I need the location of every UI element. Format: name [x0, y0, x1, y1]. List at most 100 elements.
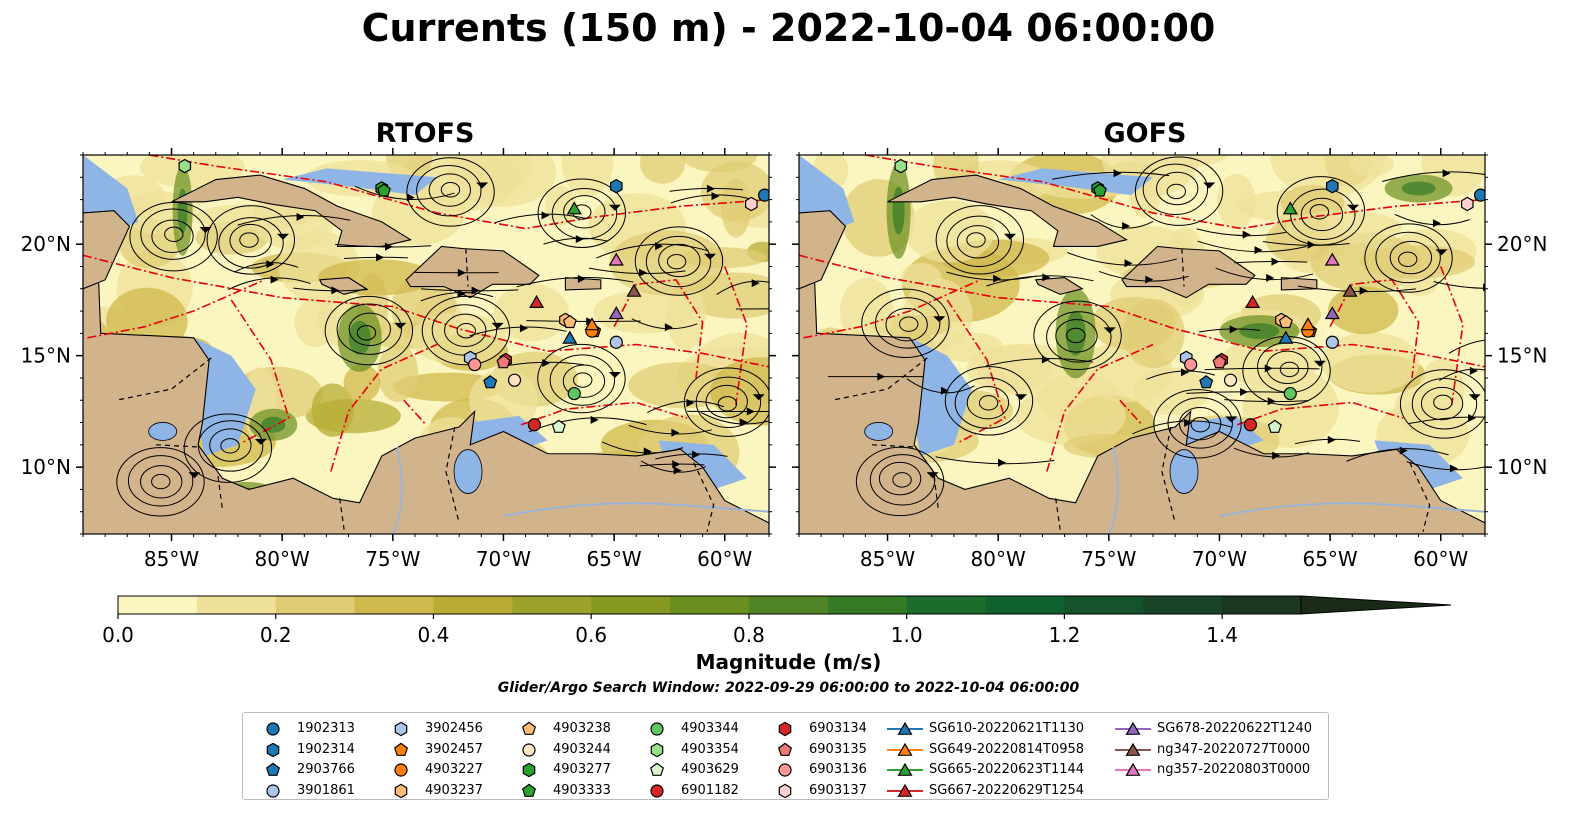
streamline: [573, 372, 593, 388]
legend-label: SG610-20220621T1130: [929, 721, 1085, 736]
country-border: [1409, 462, 1431, 532]
streamline: [1046, 311, 1112, 363]
platform-marker-4903244: [507, 373, 522, 387]
streamline-arrow: [672, 460, 681, 469]
colorbar-bin: [1064, 596, 1144, 614]
streamline: [1166, 183, 1186, 200]
current-blob: [1348, 155, 1394, 177]
map-panel-rtofs: 85°W 80°W 75°W 70°W 65°W 60°W 20°N 15°N 10°N: [21, 148, 776, 571]
streamline: [1233, 447, 1310, 458]
streamline-arrow: [1469, 366, 1478, 375]
streamline: [1146, 370, 1216, 380]
legend-marker: [521, 721, 537, 735]
platform-marker-3901861: [609, 335, 623, 349]
colorbar-bin: [118, 596, 198, 614]
current-blob: [561, 155, 614, 197]
streamline: [683, 367, 769, 437]
legend-label: 2903766: [297, 762, 355, 777]
colorbar-bin: [354, 596, 434, 614]
platform-marker-1902314: [1325, 178, 1339, 194]
legend-marker: [521, 783, 537, 797]
streamline: [874, 297, 941, 349]
platform-marker-SG667-20220629T1254: [529, 294, 545, 308]
streamline: [209, 428, 252, 462]
colorbar-tick-label: 0.6: [575, 623, 607, 647]
platform-marker-4903333: [1092, 183, 1107, 197]
streamline: [140, 208, 206, 260]
streamline: [1204, 367, 1320, 371]
current-blob: [1327, 286, 1399, 335]
streamline: [658, 243, 701, 278]
panel-title-rtofs: RTOFS: [375, 118, 475, 149]
streamline-arrow: [1483, 283, 1485, 292]
current-blob: [195, 203, 314, 230]
streamline: [206, 205, 296, 275]
current-blob: [343, 364, 381, 402]
legend-marker: [777, 742, 793, 756]
legend-marker: [522, 742, 536, 757]
colorbar-tick-label: 1.2: [1048, 623, 1080, 647]
streamline-arrow: [1468, 394, 1481, 401]
streamline-arrow: [1449, 464, 1458, 473]
streamline: [1033, 300, 1122, 371]
streamline: [543, 237, 608, 245]
platform-marker-6903137: [1460, 196, 1474, 212]
colorbar-tick-label: 0.8: [733, 623, 765, 647]
legend-label: SG649-20220814T0958: [929, 741, 1085, 757]
legend-label: 6903137: [809, 782, 867, 798]
streamline-arrow: [1122, 222, 1131, 231]
eez-boundary: [865, 155, 1485, 230]
map-panels: 85°W 80°W 75°W 70°W 65°W 60°W20°N15°N10°N85°W…: [21, 148, 1547, 571]
river: [391, 446, 403, 534]
x-tick-label: 70°W: [1192, 547, 1247, 571]
legend-label: 4903333: [553, 782, 611, 798]
streamline-arrow: [199, 227, 212, 234]
streamline: [666, 253, 687, 270]
streamline: [151, 473, 171, 490]
platform-marker-SG649-20220814T0958: [1300, 317, 1316, 331]
streamline: [985, 357, 1094, 367]
streamline: [869, 454, 936, 506]
current-blob: [1015, 386, 1126, 446]
streamline-arrow: [457, 268, 466, 277]
streamline-arrow: [704, 253, 717, 260]
streamline-arrow: [1359, 286, 1368, 295]
current-blob: [639, 155, 686, 184]
current-blob: [311, 383, 354, 437]
streamline-arrow: [1468, 413, 1477, 422]
legend-label: SG678-20220622T1240: [1157, 721, 1313, 736]
land-mass: [83, 276, 769, 534]
platform-marker-6903135: [1212, 354, 1227, 369]
streamline: [1067, 252, 1177, 266]
legend-marker: [394, 763, 408, 777]
y-tick-label: 10°N: [21, 455, 71, 479]
colorbar-bin: [1222, 596, 1302, 614]
streamline: [1190, 416, 1211, 433]
streamline-arrow: [940, 386, 949, 395]
current-jet-core: [1239, 323, 1280, 340]
current-blob: [900, 262, 942, 293]
streamline: [716, 280, 769, 296]
colorbar-bin: [512, 596, 592, 614]
x-tick-label: 70°W: [476, 547, 531, 571]
streamline: [588, 267, 686, 275]
streamline-arrow: [877, 372, 886, 381]
platform-marker-6903137: [744, 196, 758, 212]
eez-boundary: [520, 401, 688, 426]
streamline: [944, 366, 1034, 436]
eez-boundary: [803, 279, 981, 339]
streamline: [892, 472, 912, 488]
streamline: [220, 438, 240, 454]
y-tick-label: 20°N: [1497, 232, 1547, 256]
platform-marker-4903354: [178, 158, 192, 174]
streamline-arrow: [457, 289, 466, 298]
streamline-arrow: [752, 394, 765, 401]
legend-marker: [266, 742, 280, 757]
streamline-arrow: [673, 466, 682, 475]
streamline: [1098, 270, 1189, 282]
colorbar-bin: [196, 596, 277, 614]
platform-marker-4903238: [562, 314, 577, 329]
streamline: [229, 223, 272, 258]
streamline: [1398, 251, 1418, 267]
legend-label: 6901182: [681, 782, 739, 798]
